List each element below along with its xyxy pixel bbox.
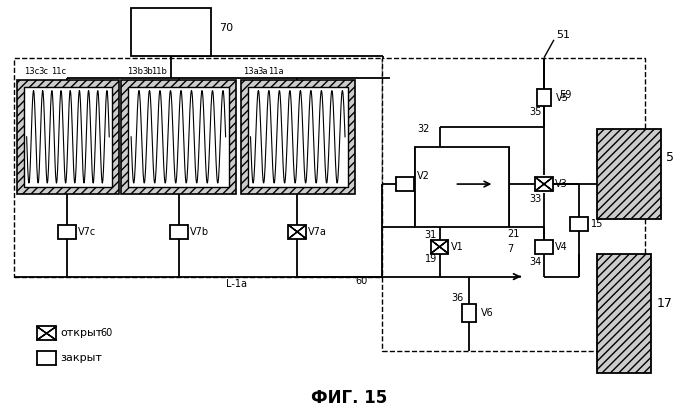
Polygon shape bbox=[535, 240, 553, 254]
Polygon shape bbox=[535, 177, 553, 191]
Bar bbox=[240, 80, 355, 194]
Text: L-1a: L-1a bbox=[226, 279, 247, 289]
Text: 60: 60 bbox=[100, 328, 113, 338]
Text: 59: 59 bbox=[559, 90, 571, 99]
Bar bbox=[24, 87, 113, 187]
Text: 34: 34 bbox=[529, 257, 541, 267]
Polygon shape bbox=[288, 225, 306, 239]
Polygon shape bbox=[463, 304, 476, 322]
Text: открыт: открыт bbox=[61, 328, 103, 338]
Text: 13a: 13a bbox=[243, 67, 259, 76]
Text: 31: 31 bbox=[424, 230, 437, 240]
Text: 60: 60 bbox=[355, 276, 367, 285]
Text: V4: V4 bbox=[555, 242, 568, 252]
Text: 5: 5 bbox=[666, 151, 675, 164]
Text: 13b: 13b bbox=[127, 67, 143, 76]
Text: 21: 21 bbox=[507, 229, 519, 239]
Polygon shape bbox=[570, 217, 588, 231]
Bar bbox=[14, 58, 382, 276]
Polygon shape bbox=[36, 326, 57, 340]
Text: V7b: V7b bbox=[190, 227, 209, 237]
Text: V1: V1 bbox=[450, 242, 463, 252]
Text: V3: V3 bbox=[555, 179, 568, 189]
Bar bbox=[382, 58, 645, 351]
Text: 3b: 3b bbox=[142, 67, 153, 76]
Bar bbox=[247, 87, 348, 187]
Polygon shape bbox=[170, 225, 188, 239]
Bar bbox=[17, 80, 119, 194]
Polygon shape bbox=[535, 177, 553, 191]
Text: V2: V2 bbox=[417, 171, 429, 181]
Polygon shape bbox=[59, 225, 76, 239]
Text: V6: V6 bbox=[482, 308, 494, 318]
Bar bbox=[597, 129, 661, 219]
Bar bbox=[415, 147, 509, 227]
Text: 36: 36 bbox=[452, 294, 463, 303]
Text: 3a: 3a bbox=[257, 67, 268, 76]
Text: 11c: 11c bbox=[52, 67, 66, 76]
Text: ФИГ. 15: ФИГ. 15 bbox=[311, 389, 387, 407]
Bar bbox=[121, 80, 236, 194]
Text: 32: 32 bbox=[418, 124, 430, 134]
Text: 33: 33 bbox=[529, 194, 541, 204]
Text: 13c: 13c bbox=[24, 67, 39, 76]
Text: V7a: V7a bbox=[308, 227, 327, 237]
Polygon shape bbox=[431, 240, 449, 254]
Text: 11a: 11a bbox=[268, 67, 284, 76]
Text: закрыт: закрыт bbox=[61, 353, 102, 363]
Text: 11b: 11b bbox=[151, 67, 167, 76]
Text: 17: 17 bbox=[656, 297, 672, 310]
Text: 15: 15 bbox=[591, 219, 603, 229]
Bar bbox=[128, 87, 229, 187]
Bar bbox=[131, 8, 210, 56]
Text: V7c: V7c bbox=[78, 227, 96, 237]
Text: 51: 51 bbox=[556, 30, 570, 40]
Text: 19: 19 bbox=[424, 254, 437, 264]
Polygon shape bbox=[288, 225, 306, 239]
Polygon shape bbox=[537, 89, 551, 106]
Text: V5: V5 bbox=[556, 92, 569, 103]
Text: 70: 70 bbox=[219, 23, 233, 33]
Text: 35: 35 bbox=[529, 108, 542, 117]
Bar bbox=[597, 254, 651, 373]
Text: 7: 7 bbox=[507, 244, 514, 254]
Text: 3c: 3c bbox=[38, 67, 49, 76]
Polygon shape bbox=[431, 240, 449, 254]
Polygon shape bbox=[36, 326, 57, 340]
Polygon shape bbox=[396, 177, 414, 191]
Polygon shape bbox=[36, 351, 57, 365]
